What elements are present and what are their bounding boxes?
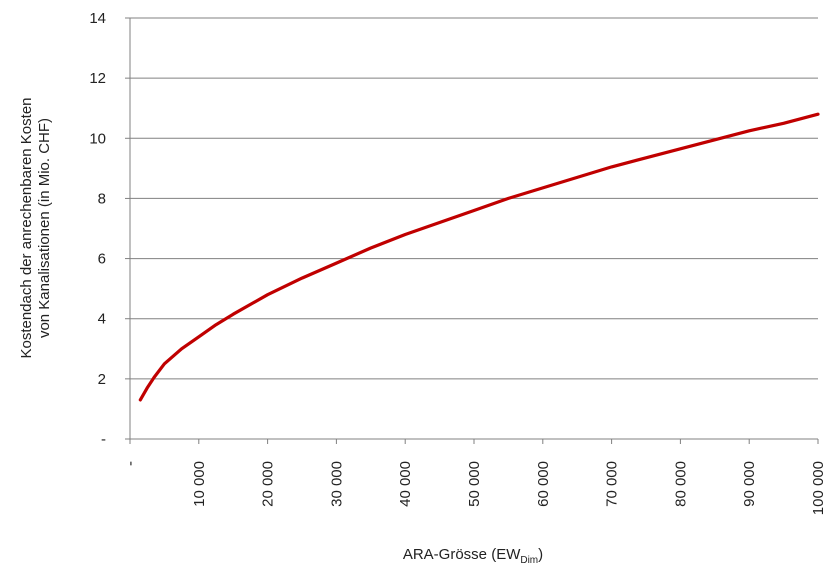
x-tick-label: 30 000 xyxy=(328,461,345,507)
x-tick-label: 40 000 xyxy=(397,461,414,507)
y-tick-label: 14 xyxy=(89,10,106,27)
x-axis-title-subscript: Dim xyxy=(520,555,538,564)
x-tick-label: 70 000 xyxy=(604,461,621,507)
x-tick-label: 20 000 xyxy=(260,461,277,507)
y-tick-label: 6 xyxy=(98,251,106,268)
y-tick-label: 8 xyxy=(98,190,106,207)
x-tick-label: 80 000 xyxy=(672,461,689,507)
x-axis-title-close: ) xyxy=(538,546,543,563)
y-tick-label: 4 xyxy=(98,311,106,328)
y-tick-labels: - 2 4 6 8 10 12 14 xyxy=(89,10,130,448)
y-axis-title-line2: von Kanalisationen (in Mio. CHF) xyxy=(36,118,53,338)
horizontal-gridlines xyxy=(130,17,818,380)
x-tick-label: 60 000 xyxy=(535,461,552,507)
x-axis-title-main: ARA-Grösse (EW xyxy=(403,546,521,563)
y-tick-label: - xyxy=(101,431,106,448)
cost-cap-curve xyxy=(138,112,820,402)
y-tick-label: 2 xyxy=(98,371,106,388)
x-axis-title: ARA-Grösse (EWDim) xyxy=(403,546,543,564)
x-tick-label: - xyxy=(122,461,139,466)
y-tick-label: 12 xyxy=(89,70,106,87)
x-tick-label: 10 000 xyxy=(191,461,208,507)
axes xyxy=(129,18,818,440)
y-axis-title-line1: Kostendach der anrechenbaren Kosten xyxy=(18,97,35,358)
x-tick-labels: - 10 000 20 000 30 000 40 000 50 000 60 000 70 … xyxy=(122,439,827,515)
x-tick-label: 100 000 xyxy=(810,461,827,515)
y-tick-label: 10 xyxy=(89,130,106,147)
x-tick-label: 50 000 xyxy=(466,461,483,507)
x-tick-label: 90 000 xyxy=(741,461,758,507)
